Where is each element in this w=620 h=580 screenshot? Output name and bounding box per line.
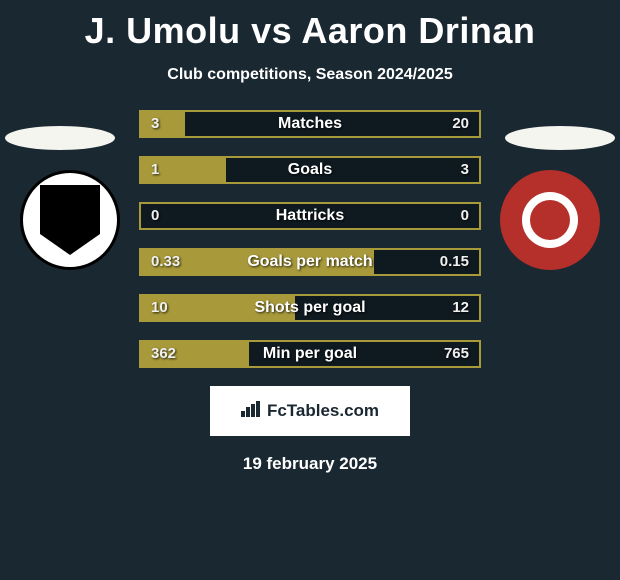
page-title: J. Umolu vs Aaron Drinan xyxy=(0,0,620,52)
flag-left xyxy=(5,126,115,150)
stat-label: Goals per match xyxy=(141,250,479,274)
stat-label: Shots per goal xyxy=(141,296,479,320)
stat-value-right: 12 xyxy=(452,296,469,320)
stat-label: Goals xyxy=(141,158,479,182)
stat-value-right: 0 xyxy=(461,204,469,228)
subtitle: Club competitions, Season 2024/2025 xyxy=(0,66,620,84)
stat-value-right: 3 xyxy=(461,158,469,182)
stats-bars: 3 Matches 20 1 Goals 3 0 Hattricks 0 0.3… xyxy=(139,110,481,368)
club-badge-left xyxy=(20,170,120,270)
stat-row: 0.33 Goals per match 0.15 xyxy=(139,248,481,276)
stat-label: Hattricks xyxy=(141,204,479,228)
date: 19 february 2025 xyxy=(0,454,620,474)
chart-icon xyxy=(241,401,261,422)
flag-right xyxy=(505,126,615,150)
stat-value-right: 20 xyxy=(452,112,469,136)
club-badge-right xyxy=(500,170,600,270)
fctables-label: FcTables.com xyxy=(267,401,379,421)
stat-row: 1 Goals 3 xyxy=(139,156,481,184)
stat-row: 0 Hattricks 0 xyxy=(139,202,481,230)
stat-row: 3 Matches 20 xyxy=(139,110,481,138)
stat-row: 362 Min per goal 765 xyxy=(139,340,481,368)
stat-row: 10 Shots per goal 12 xyxy=(139,294,481,322)
fctables-badge[interactable]: FcTables.com xyxy=(210,386,410,436)
stat-value-right: 0.15 xyxy=(440,250,469,274)
stat-value-right: 765 xyxy=(444,342,469,366)
stat-label: Min per goal xyxy=(141,342,479,366)
stat-label: Matches xyxy=(141,112,479,136)
